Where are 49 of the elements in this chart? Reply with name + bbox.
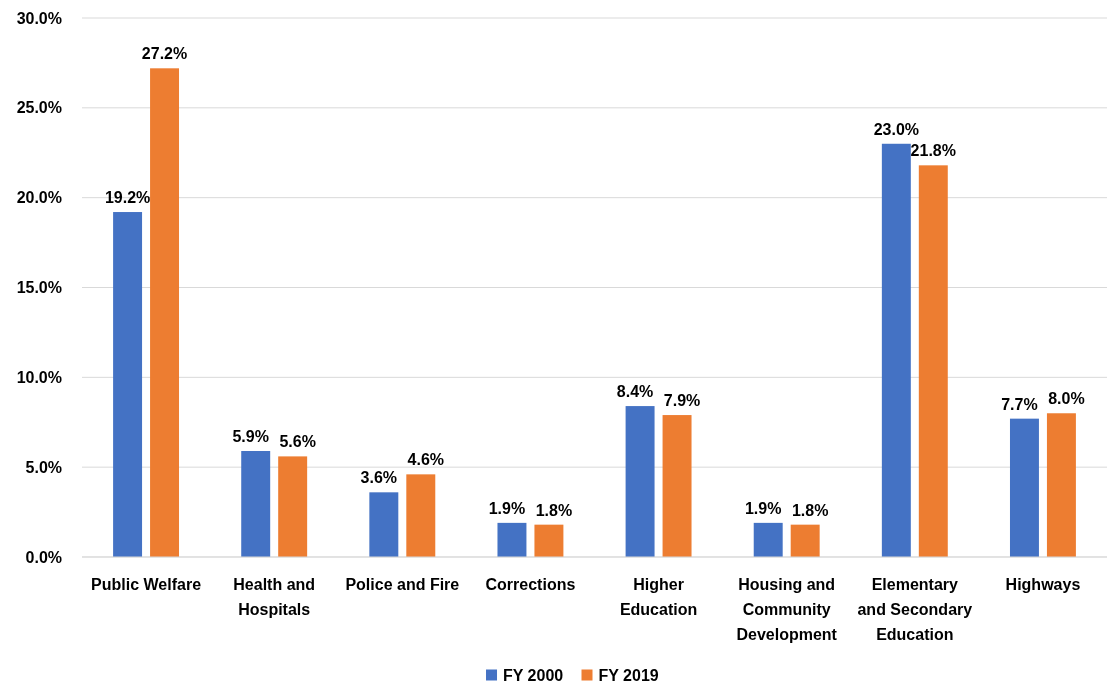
y-tick-label: 5.0% [25, 458, 62, 476]
data-label: 5.9% [232, 428, 269, 445]
x-tick-label: Higher Education [619, 576, 698, 618]
y-tick-label: 15.0% [16, 279, 62, 297]
y-tick-label: 30.0% [16, 9, 62, 27]
data-label: 1.8% [791, 501, 829, 519]
data-label: 5.6% [279, 433, 316, 451]
y-tick-label: 0.0% [25, 548, 62, 566]
x-tick-label: Public Welfare [91, 576, 202, 593]
bar [534, 524, 564, 557]
bar [662, 415, 692, 557]
data-label: 8.0% [1048, 390, 1085, 408]
data-label: 19.2% [104, 189, 151, 207]
bar [753, 522, 783, 557]
data-label: 4.6% [407, 451, 445, 469]
x-tick-label: Elementary and Secondary Education [857, 576, 973, 643]
data-label: 21.8% [910, 142, 956, 160]
bar [1046, 413, 1076, 557]
bar [406, 474, 436, 557]
data-label: 7.9% [663, 392, 701, 410]
bar [625, 406, 655, 557]
data-label: 1.9% [744, 499, 782, 517]
y-tick-label: 10.0% [16, 368, 62, 386]
bar [790, 524, 820, 557]
data-label: 3.6% [360, 469, 398, 487]
bar [278, 456, 308, 557]
bar [881, 143, 911, 557]
bar [150, 68, 180, 557]
data-label: 8.4% [616, 383, 654, 401]
x-tick-label: Highways [1005, 576, 1081, 593]
data-label: 27.2% [141, 45, 188, 63]
data-label: 1.8% [535, 501, 573, 519]
y-tick-label: 20.0% [16, 189, 62, 207]
x-tick-label: Housing and Community Development [736, 576, 838, 643]
y-tick-label: 25.0% [16, 99, 62, 117]
data-label: 1.9% [488, 499, 526, 517]
data-label: 7.7% [1001, 395, 1038, 413]
x-tick-label: Police and Fire [345, 576, 460, 593]
legend-label: FY 2019 [598, 666, 659, 683]
x-tick-label: Health and Hospitals [233, 576, 316, 618]
bar [1009, 418, 1039, 557]
bar [241, 451, 271, 557]
bar [497, 522, 527, 557]
bar [369, 492, 399, 557]
legend-label: FY 2000 [503, 666, 564, 683]
bar [113, 212, 143, 557]
data-label: 23.0% [873, 120, 920, 138]
bar [918, 165, 948, 557]
x-tick-label: Corrections [485, 576, 576, 593]
